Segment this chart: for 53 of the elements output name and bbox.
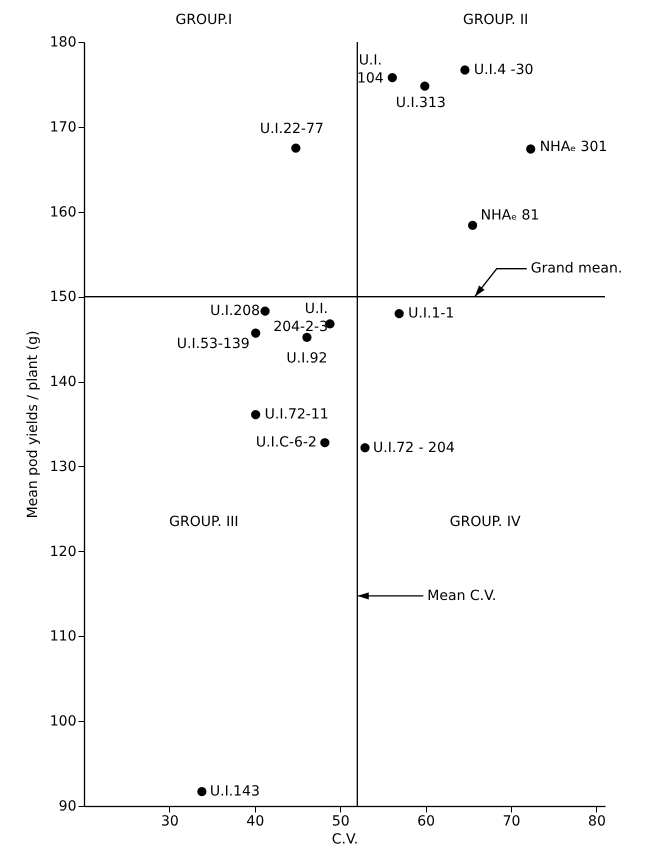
point [420,82,430,91]
x-tick-label: 40 [246,814,264,830]
annotation: U.I.72-11 [264,406,329,423]
x-tick-label: 80 [588,814,606,830]
x-tick-label: 30 [160,814,179,830]
point [251,410,260,420]
annotation: U.I.208 [210,303,260,320]
annotation: U.I.143 [210,784,260,800]
point [394,309,404,318]
y-tick-label: 160 [50,204,76,220]
annotation: U.I.53-139 [176,336,250,352]
y-tick-label: 110 [50,628,76,645]
point [320,438,330,448]
y-tick-label: 140 [50,374,76,390]
annotation: U.I.72 - 204 [373,440,455,456]
y-tick-label: 120 [50,544,76,560]
ref-line-label: Grand mean. [530,260,622,277]
annotation: U.I. 104 [356,52,384,87]
annotation: GROUP. IV [450,514,521,530]
point [526,144,536,154]
point [388,73,397,82]
text: GROUP. II [462,12,528,28]
point [291,144,300,153]
annotation: U.I. 204-2-3 [273,300,328,335]
annotation: U.I.4 -30 [474,62,534,78]
x-tick-label: 60 [417,814,436,830]
annotation: NHAₑ 301 [540,138,608,155]
annotation: U.I.22-77 [260,121,324,138]
annotation: NHAₑ 81 [480,207,540,224]
annotation: GROUP. III [169,514,239,530]
annotation: U.I.92 [286,350,328,366]
point [251,328,260,338]
annotation: U.I.C-6-2 [256,434,317,451]
y-tick-label: 150 [50,289,76,306]
x-tick-label: 70 [502,814,520,830]
point [460,65,470,75]
point [197,786,206,796]
point [360,443,370,452]
point [468,220,478,230]
y-tick-label: 170 [50,119,76,136]
ref-line-label: Mean C.V. [427,588,496,604]
text: GROUP.I [175,12,232,28]
point [302,332,312,342]
y-tick-label: 90 [58,798,76,814]
point [260,306,270,316]
y-axis-title: Mean pod yields / plant (g) [24,330,41,518]
annotation: U.I.1-1 [408,306,454,322]
annotation: U.I.313 [396,95,446,112]
x-tick-label: 50 [332,814,350,830]
y-tick-label: 180 [50,34,76,50]
x-axis-title: C.V. [332,832,358,848]
y-tick-label: 130 [50,458,76,475]
y-tick-label: 100 [50,714,76,730]
